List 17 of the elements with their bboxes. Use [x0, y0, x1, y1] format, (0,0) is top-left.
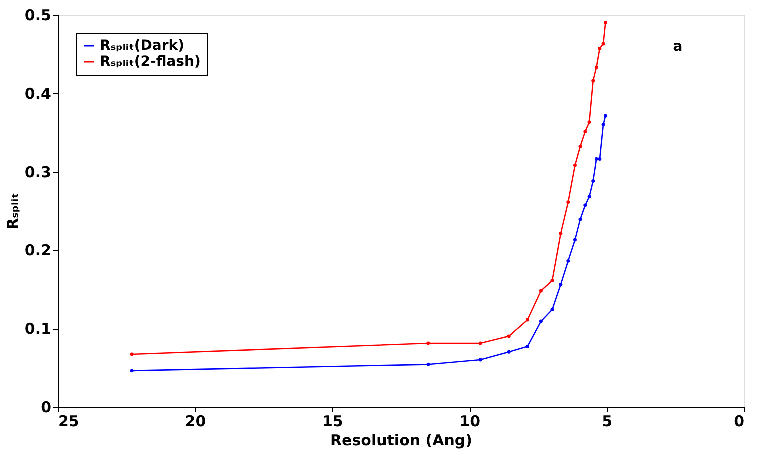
- x-tick-label: 10: [460, 412, 481, 430]
- legend-label: Rₛₚₗᵢₜ(Dark): [100, 38, 184, 54]
- y-tick-label: 0.1: [24, 320, 52, 338]
- y-axis-title: Rₛₚₗᵢₜ: [4, 193, 22, 230]
- y-tick-label: 0: [41, 398, 52, 416]
- y-tick-label: 0.3: [24, 163, 52, 182]
- x-tick-label: 5: [602, 412, 613, 430]
- y-tick-label: 0.2: [24, 242, 52, 260]
- x-axis-title: Resolution (Ang): [330, 432, 473, 450]
- y-tick-label: 0.4: [24, 84, 52, 103]
- x-tick-label: 0: [734, 412, 744, 430]
- legend-label: Rₛₚₗᵢₜ(2-flash): [100, 54, 201, 70]
- y-tick-label: 0.5: [24, 6, 52, 24]
- annotation: a: [673, 39, 683, 55]
- x-tick-label: 25: [58, 412, 80, 430]
- x-tick-label: 15: [322, 412, 344, 430]
- x-tick-label: 20: [185, 412, 206, 430]
